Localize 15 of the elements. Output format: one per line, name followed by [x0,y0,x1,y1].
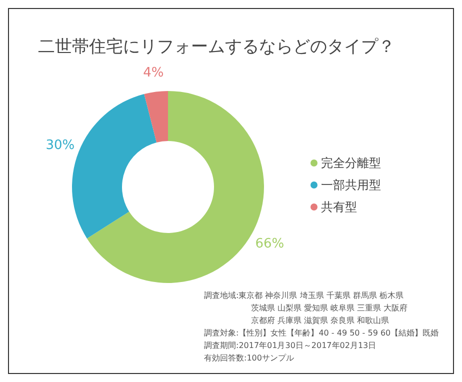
data-label: 66% [255,236,284,252]
donut-slice [144,91,168,142]
text: 調査期間:2017年01月30日～2017年02月13日 [204,341,376,350]
text: 調査対象:【性別】女性【年齢】40 - 49 50 - 59 60【結婚】既婚 [204,328,439,338]
legend-label: 共有型 [321,200,357,214]
text: 茨城県 山梨県 愛知県 岐阜県 三重県 大阪府 [251,304,408,312]
text: 京都府 兵庫県 滋賀県 奈良県 和歌山県 [251,316,390,325]
donut-slice [72,94,157,238]
chart-title: 二世帯住宅にリフォームするならどのタイプ？ [38,37,395,57]
legend-label: 完全分離型 [321,156,381,170]
legend-label: 一部共用型 [321,178,381,192]
data-label: 30% [46,138,75,153]
text: 有効回答数:100サンプル [204,354,294,362]
data-label: 4% [143,65,164,80]
text: 調査地域:東京都 神奈川県 埼玉県 千葉県 群馬県 栃木県 [204,291,404,300]
